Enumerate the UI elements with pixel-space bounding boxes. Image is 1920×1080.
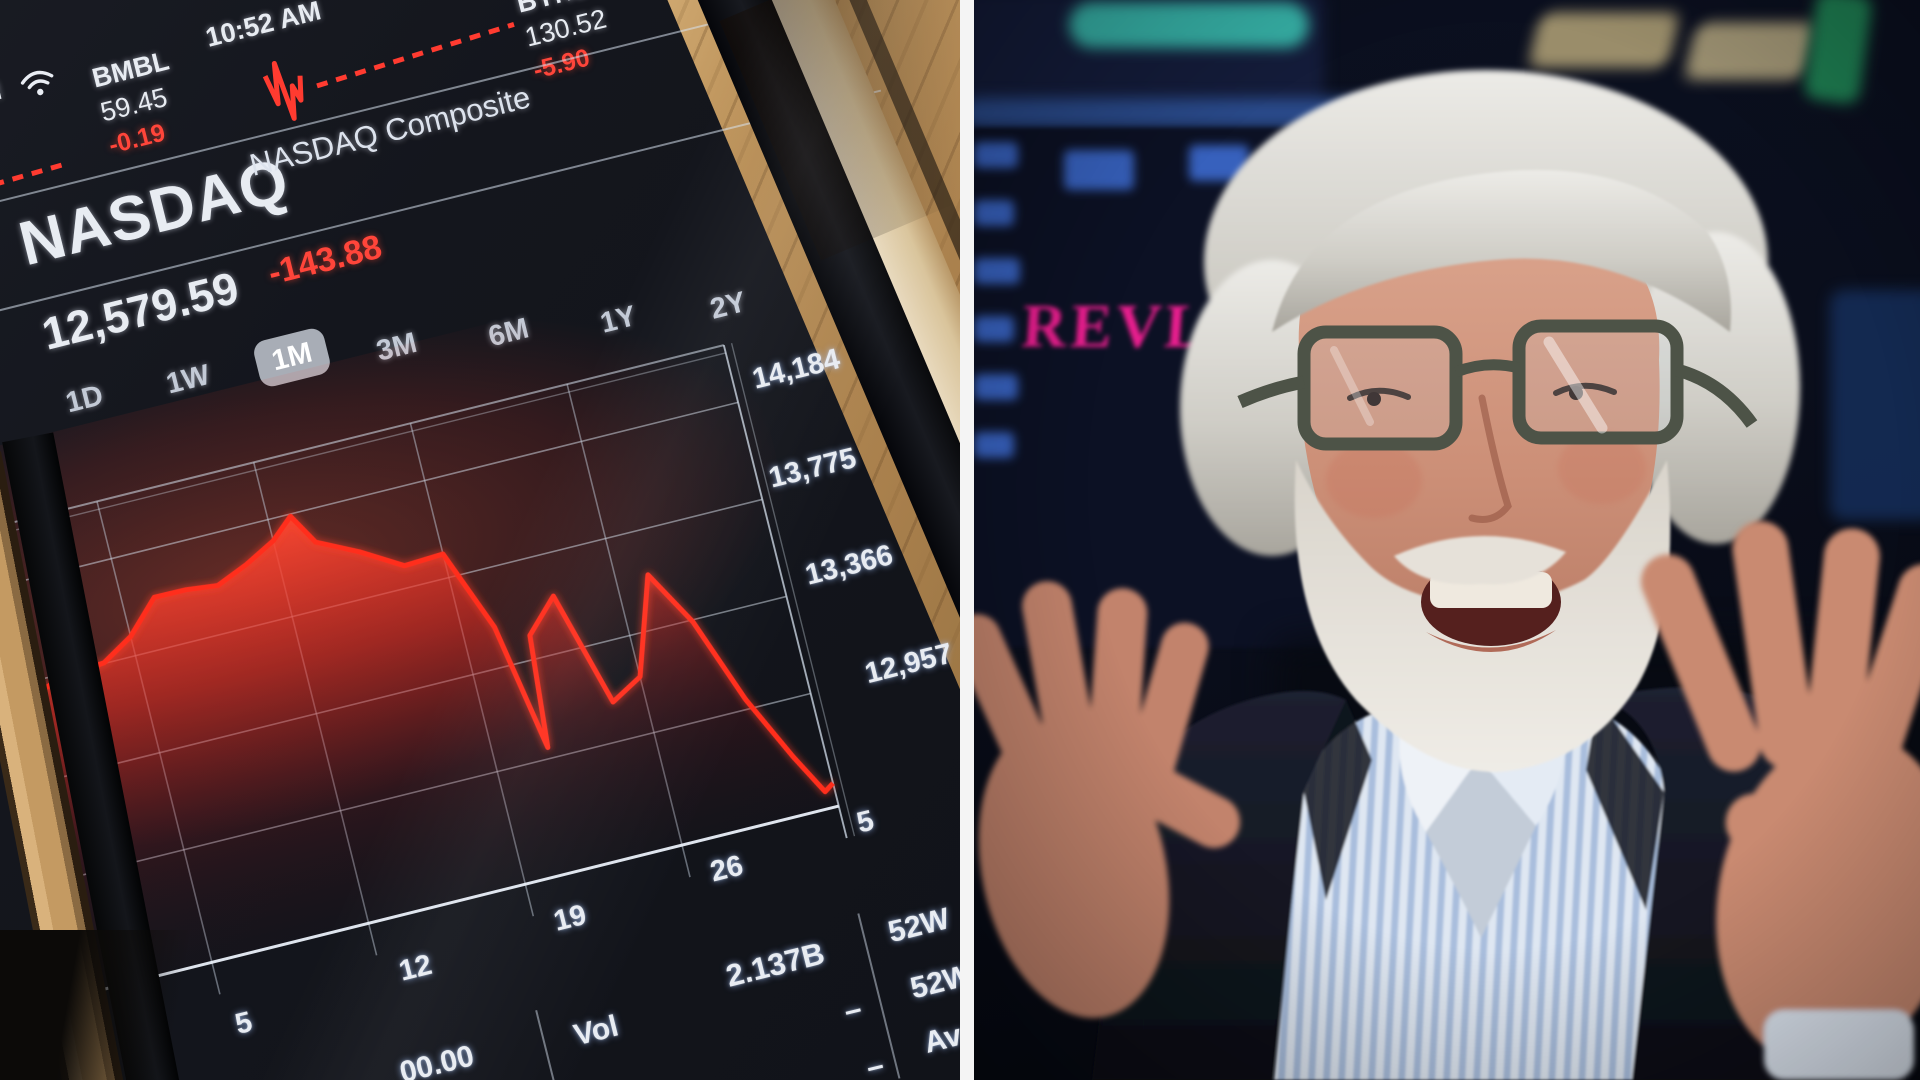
range-button-1d[interactable]: 1D [62, 379, 107, 420]
ticker-logo-blur [1069, 2, 1309, 48]
chart-area-fill [15, 516, 839, 994]
stat-row-label: 52W [907, 958, 960, 1006]
led-row-cell [1064, 150, 1134, 190]
range-button-3m[interactable]: 3M [373, 326, 421, 368]
lower-lip [1426, 630, 1556, 652]
eye-right [1553, 382, 1617, 396]
lapel-left [1304, 700, 1372, 900]
right-screen [1830, 290, 1920, 520]
chart-line [13, 513, 835, 795]
plot-border-right [722, 344, 848, 839]
led-cell [974, 200, 1014, 226]
pane-divider [960, 0, 974, 1080]
lapel-right [1586, 698, 1664, 910]
y-tick-label: 13,775 [765, 442, 860, 495]
range-button-1m[interactable]: 1M [251, 325, 333, 389]
stat-row-label: Av [920, 1018, 960, 1060]
gridline-h [0, 401, 739, 591]
mustache [1394, 535, 1566, 585]
watchlist-item[interactable]: BYND130.52-5.90 [514, 0, 693, 86]
plot-border-right2 [730, 343, 856, 837]
stat-vol-value: 2.137B [722, 935, 828, 994]
range-button-2y[interactable]: 2Y [707, 286, 750, 326]
plot-border-top2 [0, 352, 726, 542]
shirt-cuff [1764, 1010, 1914, 1080]
led-cell [974, 316, 1014, 342]
wifi-icon [17, 65, 60, 106]
collar-shadow [1426, 758, 1536, 938]
hair-front [1272, 169, 1731, 332]
pupil-right [1569, 386, 1583, 400]
desk-shadow [0, 930, 200, 1080]
index-price: 12,579.59 [36, 261, 244, 360]
price-chart[interactable] [0, 334, 867, 1054]
interview-photo-pane: REVLON [974, 0, 1920, 1080]
carrier-fragment: M [0, 76, 5, 109]
bmbl-sparkline [257, 0, 539, 140]
y-tick-label: 12,957 [861, 637, 956, 691]
x-axis-line [85, 804, 840, 996]
led-cell [974, 432, 1014, 458]
range-button-6m[interactable]: 6M [485, 312, 533, 354]
right-hand [1641, 520, 1920, 1080]
glasses-icon [1237, 319, 1758, 451]
led-cell [974, 374, 1018, 400]
stat-vol-label: Vol [570, 1009, 622, 1053]
led-cell [974, 258, 1020, 284]
range-button-1y[interactable]: 1Y [597, 300, 640, 340]
lens-reflection-2 [1330, 346, 1374, 426]
chart-svg [0, 343, 856, 996]
lens-reflection [1543, 336, 1608, 434]
stats-divider-1 [535, 1010, 560, 1080]
cheek-left [1326, 442, 1422, 518]
interviewee [974, 70, 1920, 1080]
stat-row-value: – [840, 992, 865, 1029]
stat-row-value: – [863, 1048, 888, 1080]
cheek-right [1558, 432, 1646, 504]
y-tick-label: 13,366 [802, 539, 897, 592]
nose [1468, 394, 1512, 523]
head [1180, 70, 1800, 772]
pupil-left [1367, 392, 1381, 406]
stat-row-label: 52W [884, 902, 953, 950]
y-tick-label: 14,184 [749, 343, 844, 396]
led-cell [974, 142, 1018, 168]
plot-border-top [0, 344, 725, 534]
face [1298, 194, 1660, 660]
eye-left [1347, 387, 1411, 401]
stat-partial-value: 00.00 [396, 1039, 478, 1080]
left-hand [974, 581, 1241, 1018]
range-button-1w[interactable]: 1W [163, 359, 214, 401]
